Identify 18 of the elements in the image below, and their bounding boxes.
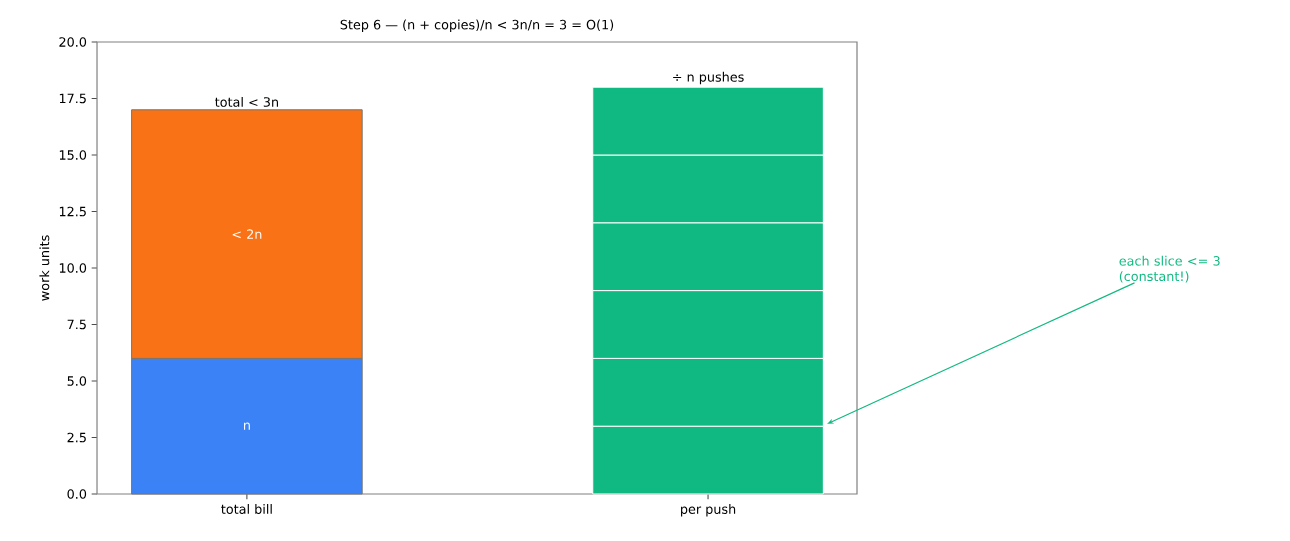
x-tick-label: per push [681,504,736,517]
y-tick-label: 0.0 [67,489,87,499]
text: each slice <= 3 (constant!) [1119,255,1220,283]
y-tick-label: 7.5 [67,319,86,330]
y-tick-label: 5.0 [67,376,87,386]
y-tick-label: 10.0 [59,263,87,273]
y-tick-label: 2.5 [67,432,86,443]
x-tick-label: total bill [221,504,272,514]
series-label: < 2n [232,229,262,239]
y-tick-label: 15.0 [59,150,87,160]
total-label: total < 3n [215,96,278,107]
y-tick-label: 17.5 [59,93,86,104]
y-axis-title: work units [39,235,50,301]
y-tick-label: 12.5 [59,206,86,217]
total-label: ÷ n pushes [673,71,744,85]
chart-title: Step 6 — (n + copies)/n < 3n/n = 3 = O(1) [340,19,614,32]
series-label: n [244,422,250,430]
y-tick-label: 20.0 [59,37,87,47]
